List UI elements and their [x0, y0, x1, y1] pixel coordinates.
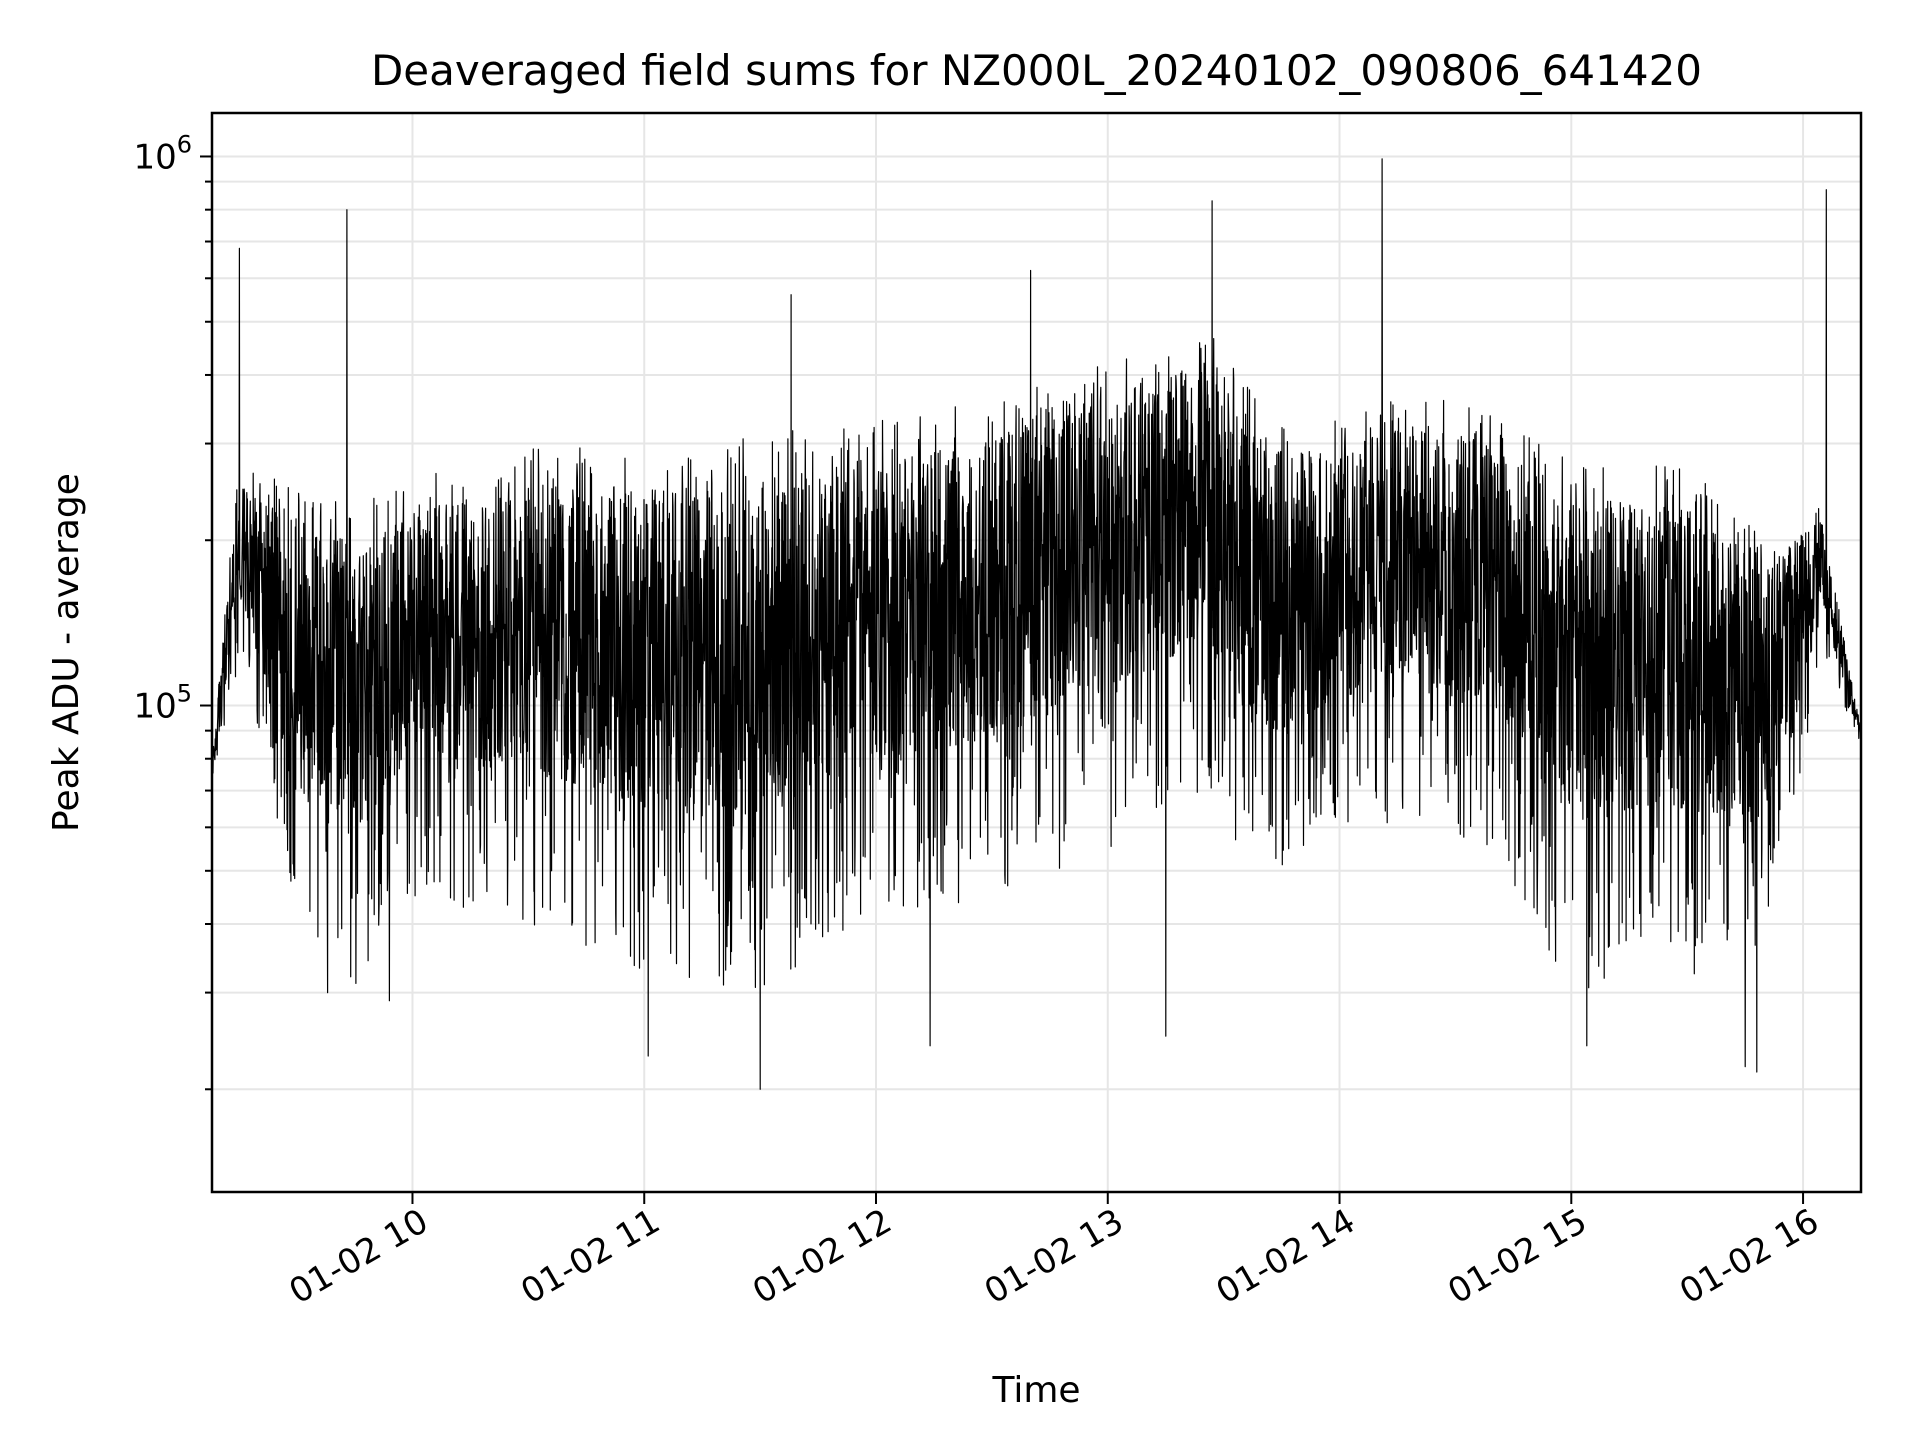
- y-axis-label: Peak ADU - average: [46, 473, 87, 832]
- x-tick-label: 01-02 13: [978, 1201, 1130, 1312]
- y-tick-label: 105: [133, 680, 192, 727]
- x-tick-label: 01-02 14: [1210, 1201, 1362, 1312]
- x-tick-label: 01-02 10: [283, 1201, 435, 1312]
- x-axis-label: Time: [991, 1370, 1080, 1411]
- y-tick-label-exponent: 6: [177, 130, 192, 158]
- chart-title: Deaveraged field sums for NZ000L_2024010…: [371, 46, 1702, 95]
- plot-frame: [210, 111, 1863, 1194]
- series-line: [211, 158, 1862, 1090]
- x-tick-label: 01-02 11: [514, 1201, 666, 1312]
- x-tick-label: 01-02 16: [1673, 1201, 1825, 1312]
- x-tick-label: 01-02 15: [1441, 1201, 1593, 1312]
- y-tick-label: 106: [133, 130, 192, 177]
- y-tick-label-exponent: 5: [177, 680, 192, 708]
- series-layer: [211, 158, 1862, 1090]
- x-tick-label: 01-02 12: [746, 1201, 898, 1312]
- y-tick-label-base: 10: [133, 687, 176, 727]
- y-tick-label-base: 10: [133, 137, 176, 177]
